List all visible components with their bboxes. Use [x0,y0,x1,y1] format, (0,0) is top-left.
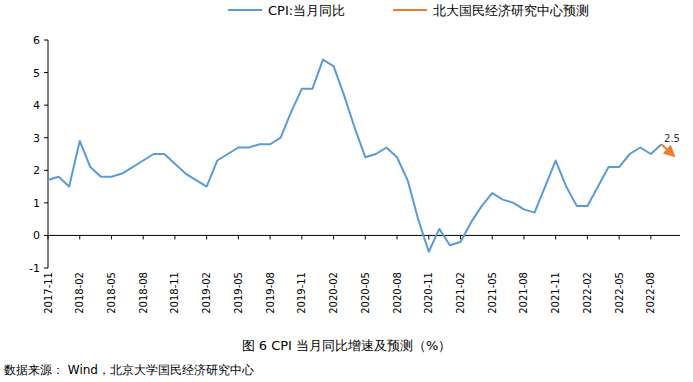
x-tick [143,235,144,239]
source: 数据来源： Wind，北京大学国民经济研究中心 [4,363,254,377]
y-tick-label: 5 [33,67,40,80]
x-tick [270,235,271,239]
x-tick-label: 2019-02 [201,272,212,314]
y-tick [44,105,48,106]
legend-label: 北大国民经济研究中心预测 [433,3,589,18]
legend-swatch [228,9,262,11]
y-tick-label: 0 [33,229,40,242]
y-tick [44,202,48,203]
y-axis [48,40,49,268]
x-tick-label: 2021-05 [487,272,498,314]
x-tick-label: 2022-02 [582,272,593,314]
x-tick [523,235,524,239]
data-label: 2.5 [664,133,680,144]
x-tick [619,235,620,239]
x-tick-label: 2022-05 [614,272,625,314]
x-tick [492,235,493,239]
x-tick-label: 2020-02 [328,272,339,314]
x-tick-label: 2019-08 [265,272,276,314]
chart: -1 0 1 2 3 4 5 6 2017-11 2018-02 2018-05 2018-08 201… [0,0,693,382]
y-tick-label: 3 [33,132,40,145]
x-tick [397,235,398,239]
x-tick-label: 2018-02 [74,272,85,314]
x-tick-label: 2017-11 [43,272,54,314]
x-tick [48,235,49,239]
x-tick-label: 2020-08 [392,272,403,314]
x-tick-label: 2020-11 [423,272,434,314]
x-tick [460,235,461,239]
caption: 图 6 CPI 当月同比增速及预测（%） [242,338,452,353]
y-tick-label: 6 [33,34,40,47]
x-tick [650,235,651,239]
x-tick-label: 2018-08 [138,272,149,314]
legend-label: CPI:当月同比 [268,3,345,18]
y-tick [44,137,48,138]
x-tick [428,235,429,239]
x-tick-label: 2021-08 [518,272,529,314]
y-tick [44,235,48,236]
x-tick [555,235,556,239]
y-tick [44,40,48,41]
y-tick [44,268,48,269]
x-tick-label: 2021-02 [455,272,466,314]
y-tick-label: 4 [33,99,40,112]
y-tick-label: -1 [29,262,40,275]
x-tick-label: 2018-05 [106,272,117,314]
x-tick-label: 2021-11 [550,272,561,314]
x-tick [238,235,239,239]
x-tick [587,235,588,239]
x-tick-label: 2019-11 [296,272,307,314]
x-tick [365,235,366,239]
x-tick [79,235,80,239]
y-tick [44,72,48,73]
x-tick [301,235,302,239]
legend-swatch [393,9,427,11]
series-line [661,144,672,154]
x-tick [206,235,207,239]
x-tick [333,235,334,239]
x-tick [111,235,112,239]
y-tick-label: 2 [33,164,40,177]
series-line [48,60,661,252]
x-tick-label: 2020-05 [360,272,371,314]
plot-area [48,60,672,252]
x-tick [174,235,175,239]
x-tick-label: 2018-11 [169,272,180,314]
y-tick-label: 1 [33,197,40,210]
x-tick-label: 2019-05 [233,272,244,314]
x-tick-label: 2022-08 [645,272,656,314]
y-tick [44,170,48,171]
